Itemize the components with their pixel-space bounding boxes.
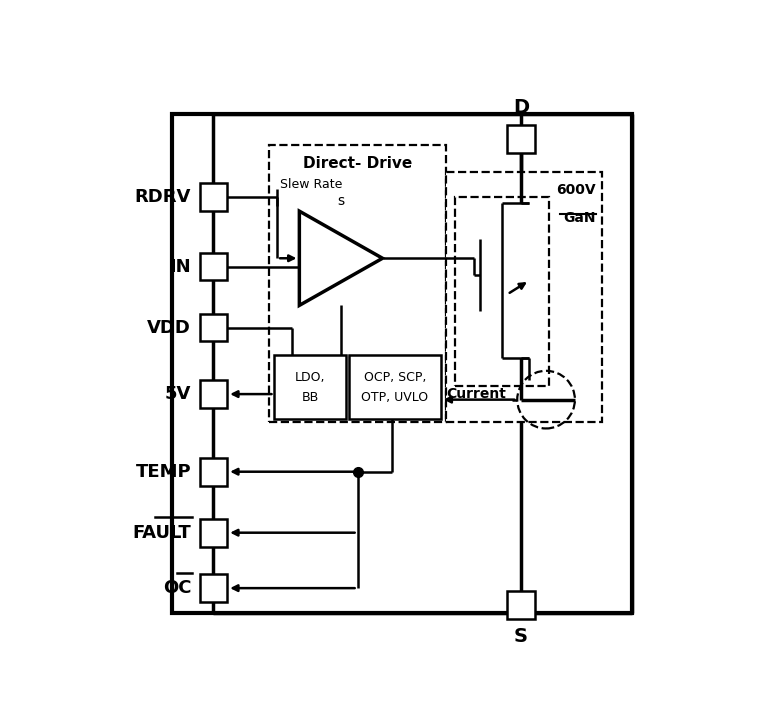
Bar [172, 114, 632, 613]
Bar [200, 380, 227, 408]
Bar [200, 575, 227, 602]
Text: BB: BB [302, 391, 319, 404]
Bar [200, 314, 227, 341]
Text: Direct- Drive: Direct- Drive [303, 156, 412, 171]
Text: FAULT: FAULT [133, 523, 191, 541]
Bar [349, 355, 441, 419]
Bar [200, 519, 227, 546]
Text: VNEG: VNEG [349, 379, 389, 393]
Bar [446, 172, 601, 422]
Text: VDD: VDD [147, 318, 191, 336]
Text: s: s [337, 194, 345, 208]
Text: OTP, UVLO: OTP, UVLO [362, 391, 429, 404]
Text: S: S [514, 627, 528, 646]
Text: TEMP: TEMP [136, 463, 191, 481]
Bar [507, 591, 535, 618]
Text: RDRV: RDRV [135, 188, 191, 206]
Bar [200, 184, 227, 211]
Bar [274, 355, 346, 419]
Text: OC: OC [163, 579, 191, 597]
Bar [455, 197, 549, 386]
Text: 5V: 5V [165, 385, 191, 403]
Bar [200, 253, 227, 280]
Text: 600V: 600V [556, 184, 596, 197]
Text: Slew Rate: Slew Rate [280, 178, 343, 191]
Bar [507, 125, 535, 153]
Text: Current: Current [446, 387, 506, 401]
Text: D: D [513, 98, 529, 117]
Text: LDO,: LDO, [295, 371, 326, 384]
Bar [200, 458, 227, 485]
Text: GaN: GaN [564, 211, 596, 225]
Text: OCP, SCP,: OCP, SCP, [364, 371, 426, 384]
Text: IN: IN [170, 258, 191, 276]
Bar [269, 145, 446, 422]
